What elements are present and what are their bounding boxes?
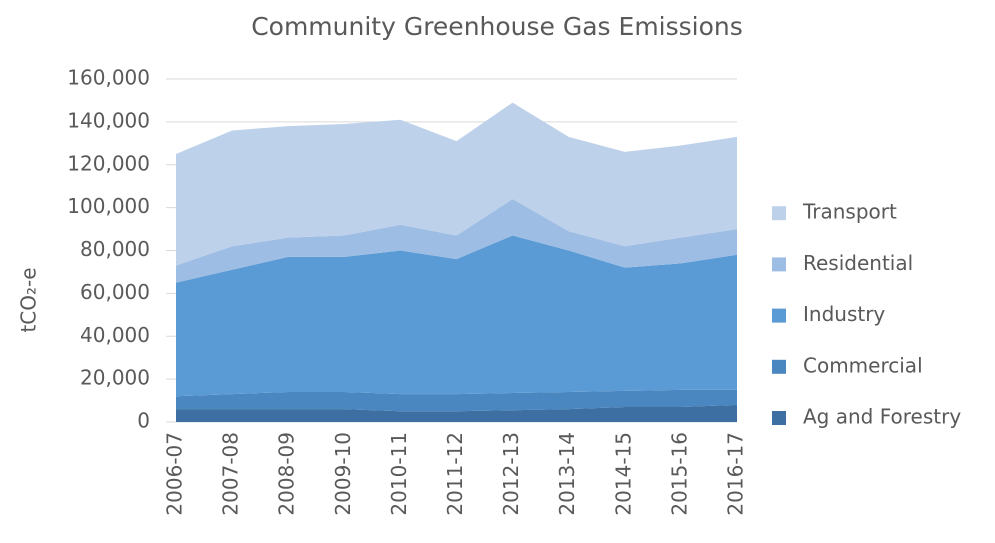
y-tick-label: 120,000: [67, 151, 150, 175]
legend-label: Commercial: [803, 353, 923, 377]
area: [176, 102, 737, 266]
y-tick-label: 140,000: [67, 108, 150, 132]
area: [176, 389, 737, 412]
area: [176, 199, 737, 283]
legend-swatch: [772, 411, 786, 425]
area: [176, 235, 737, 397]
x-tick-label: 2012-13: [499, 432, 523, 516]
legend-label: Ag and Forestry: [803, 405, 961, 429]
y-tick-label: 160,000: [67, 66, 150, 90]
y-tick-label: 60,000: [80, 280, 150, 304]
y-tick-label: 0: [137, 409, 150, 433]
legend-label: Transport: [802, 200, 897, 224]
legend-swatch: [772, 206, 786, 221]
x-tick-label: 2008-09: [275, 432, 299, 516]
x-tick-label: 2015-16: [667, 432, 691, 516]
x-tick-label: 2007-08: [219, 432, 243, 516]
x-tick-label: 2013-14: [555, 432, 579, 516]
y-tick-label: 20,000: [80, 366, 150, 390]
x-tick-label: 2009-10: [331, 432, 355, 516]
legend-swatch: [772, 359, 786, 374]
chart-title: Community Greenhouse Gas Emissions: [251, 12, 743, 41]
x-tick-label: 2010-11: [387, 432, 411, 516]
y-tick-label: 40,000: [80, 323, 150, 347]
legend-label: Industry: [803, 302, 885, 326]
x-tick-label: 2011-12: [443, 432, 467, 516]
x-tick-label: 2014-15: [611, 432, 635, 516]
x-tick-label: 2006-07: [163, 432, 187, 516]
legend-label: Residential: [803, 251, 913, 275]
x-tick-label: 2016-17: [724, 432, 748, 516]
y-tick-label: 100,000: [67, 194, 150, 218]
legend-swatch: [772, 257, 786, 272]
y-tick-label: 80,000: [80, 237, 150, 261]
y-axis-label: tCO₂-e: [17, 267, 41, 332]
legend-swatch: [772, 308, 786, 323]
